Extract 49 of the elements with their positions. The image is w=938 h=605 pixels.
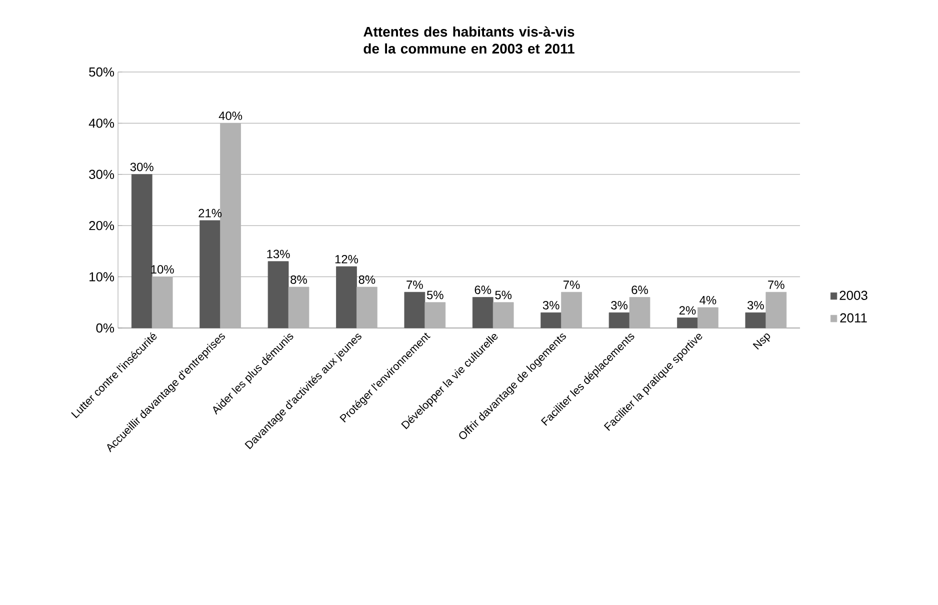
bar bbox=[131, 174, 152, 328]
data-label: 3% bbox=[611, 300, 628, 310]
bar bbox=[745, 312, 766, 328]
bar bbox=[152, 276, 173, 328]
data-label: 6% bbox=[474, 286, 492, 294]
bar bbox=[629, 297, 650, 328]
bar bbox=[336, 266, 357, 328]
bar bbox=[288, 286, 310, 328]
data-label: 3% bbox=[747, 300, 764, 310]
bar bbox=[698, 307, 718, 328]
data-label: 2% bbox=[679, 306, 696, 315]
y-tick-label: 20% bbox=[89, 221, 114, 230]
bar bbox=[404, 292, 426, 328]
data-label: 30% bbox=[130, 162, 154, 172]
data-label: 12% bbox=[335, 254, 358, 264]
bar bbox=[356, 286, 378, 328]
legend-label: 2011 bbox=[840, 313, 867, 322]
bar bbox=[472, 297, 494, 328]
y-tick-label: 30% bbox=[89, 170, 114, 179]
data-label: 5% bbox=[495, 290, 512, 300]
data-label: 7% bbox=[406, 280, 423, 289]
y-tick-label: 0% bbox=[96, 323, 114, 333]
bar bbox=[200, 220, 220, 328]
y-tick-label: 10% bbox=[90, 272, 114, 282]
legend-label: 2003 bbox=[840, 290, 868, 300]
data-label: 7% bbox=[564, 280, 580, 289]
bar bbox=[561, 292, 582, 328]
y-tick-label: 40% bbox=[88, 118, 114, 128]
data-label: 7% bbox=[768, 280, 784, 289]
x-tick-label: Nsp bbox=[752, 333, 770, 350]
chart-title: Attentes des habitants vis-à-vis de la commune en 2003 et 2011 bbox=[364, 26, 574, 54]
data-label: 13% bbox=[267, 250, 290, 258]
bar bbox=[424, 302, 446, 328]
data-label: 40% bbox=[218, 112, 242, 120]
bar bbox=[608, 312, 630, 328]
bar bbox=[268, 261, 289, 328]
bar bbox=[540, 312, 562, 328]
bar bbox=[220, 122, 241, 328]
data-label: 3% bbox=[542, 300, 560, 310]
bar bbox=[677, 318, 698, 328]
data-label: 8% bbox=[290, 275, 307, 284]
bar bbox=[766, 292, 787, 328]
data-label: 8% bbox=[358, 275, 376, 284]
data-label: 6% bbox=[632, 286, 648, 294]
data-label: 5% bbox=[426, 290, 444, 300]
bar bbox=[492, 302, 514, 328]
y-tick-label: 50% bbox=[89, 67, 114, 77]
data-label: 21% bbox=[198, 208, 222, 218]
data-label: 4% bbox=[700, 296, 716, 304]
